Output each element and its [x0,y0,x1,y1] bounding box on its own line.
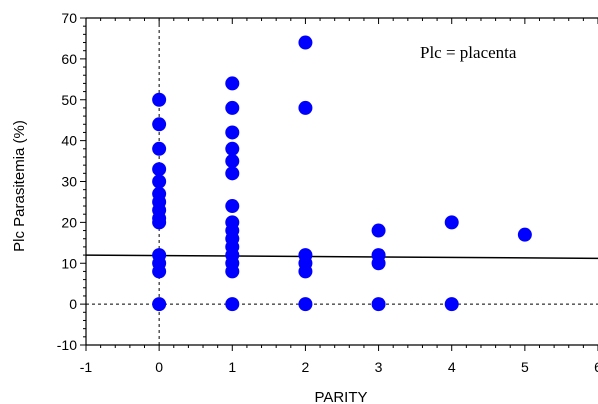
y-tick-label-1: 0 [69,296,77,312]
data-point-28 [225,297,240,312]
data-point-9 [152,215,167,230]
data-point-33 [298,264,313,279]
x-tick-label-0: -1 [80,359,93,375]
y-tick-label-6: 50 [61,92,77,108]
y-tick-label-3: 20 [61,214,77,230]
data-point-13 [152,297,167,312]
x-axis-title: PARITY [314,389,367,404]
data-point-1 [152,117,167,132]
data-point-3 [152,162,167,177]
data-point-39 [444,215,459,230]
x-tick-label-1: 0 [155,359,163,375]
y-axis-title: Plc Parasitemia (%) [11,120,28,252]
data-point-15 [225,100,240,115]
chart-annotation: Plc = placenta [420,43,517,62]
data-point-37 [371,256,386,271]
y-tick-label-7: 60 [61,51,77,67]
x-tick-label-2: 1 [228,359,236,375]
y-tick-label-0: -10 [57,337,77,353]
data-point-29 [298,35,313,50]
y-tick-label-2: 10 [61,255,77,271]
data-point-19 [225,166,240,181]
data-point-14 [225,76,240,91]
x-tick-label-3: 2 [302,359,310,375]
plot-content [85,18,598,345]
data-point-27 [225,264,240,279]
data-point-18 [225,154,240,169]
data-point-41 [517,227,532,242]
data-point-4 [152,174,167,189]
data-point-0 [152,92,167,107]
data-point-38 [371,297,386,312]
x-tick-label-6: 5 [521,359,529,375]
data-point-40 [444,297,459,312]
data-point-20 [225,199,240,214]
data-point-12 [152,264,167,279]
x-tick-label-7: 6 [594,359,598,375]
y-tick-label-5: 40 [61,133,77,149]
y-tick-label-4: 30 [61,174,77,190]
y-tick-label-8: 70 [61,10,77,26]
data-point-17 [225,141,240,156]
x-tick-label-5: 4 [448,359,456,375]
data-point-34 [298,297,313,312]
data-point-30 [298,100,313,115]
data-point-35 [371,223,386,238]
fit-line [85,254,598,260]
x-tick-label-4: 3 [375,359,383,375]
data-point-16 [225,125,240,140]
data-point-2 [152,141,167,156]
